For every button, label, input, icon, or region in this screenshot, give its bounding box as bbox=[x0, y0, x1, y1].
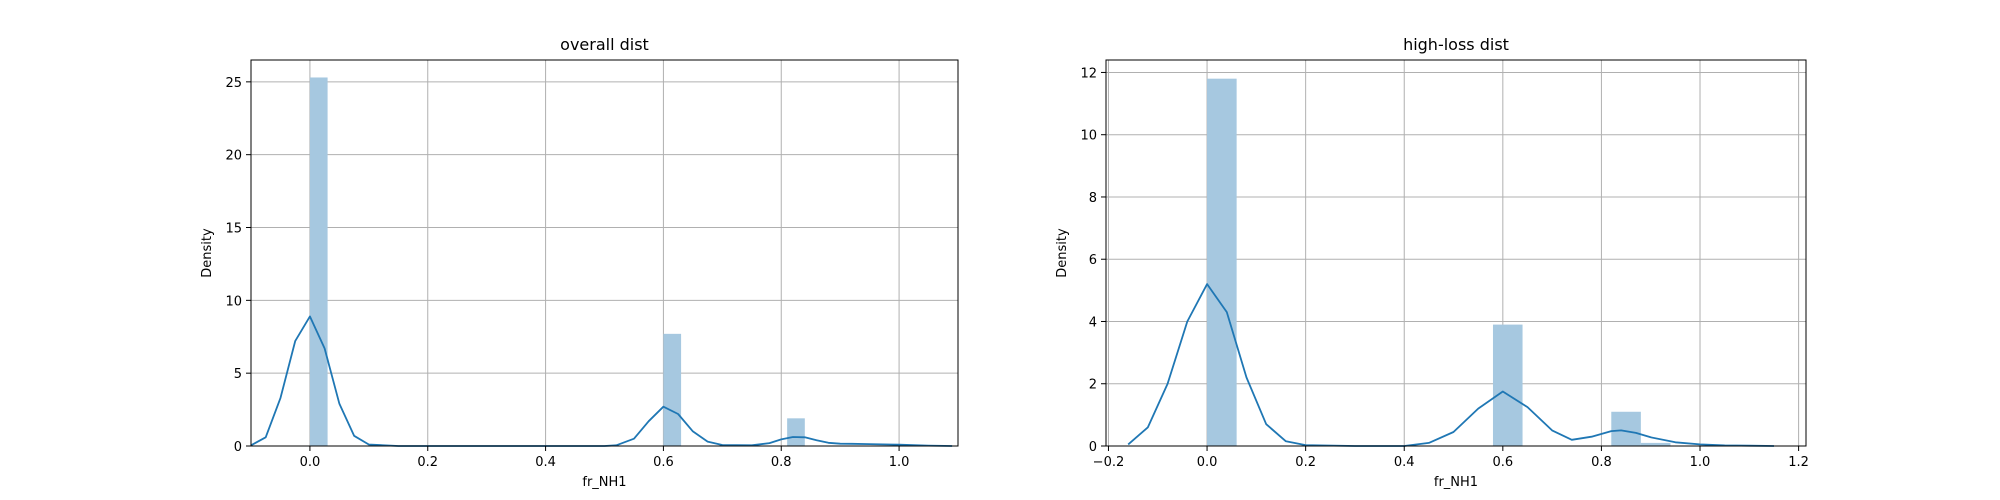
plot-frame bbox=[250, 59, 959, 447]
y-tick-label: 25 bbox=[225, 76, 242, 91]
y-tick-label: 0 bbox=[234, 440, 242, 455]
chart-title: overall dist bbox=[560, 35, 649, 54]
x-tick-label: 1.2 bbox=[1788, 455, 1809, 470]
plot-frame bbox=[1105, 59, 1807, 447]
y-axis-ticks: 0 5 10 15 20 25 bbox=[225, 76, 251, 455]
x-tick-label: 0.4 bbox=[1394, 455, 1415, 470]
kde-line bbox=[1127, 283, 1775, 447]
y-tick-label: 15 bbox=[225, 222, 242, 237]
histogram-bar bbox=[1207, 78, 1237, 446]
histogram-bar bbox=[1640, 442, 1671, 446]
x-tick-label: 0.0 bbox=[300, 455, 321, 470]
x-tick-label: 0.8 bbox=[1591, 455, 1612, 470]
histogram-bar bbox=[309, 77, 328, 446]
histogram-bar bbox=[787, 418, 805, 446]
chart-overall-dist: 0.0 0.2 0.4 0.6 0.8 1.0 0 5 10 15 20 25 overall di… bbox=[200, 35, 959, 490]
kde-curve bbox=[250, 315, 953, 447]
x-axis-ticks: −0.2 0.0 0.2 0.4 0.6 0.8 1.0 1.2 bbox=[1093, 446, 1809, 470]
histogram-bars bbox=[309, 77, 805, 446]
x-tick-label: −0.2 bbox=[1093, 455, 1125, 470]
y-tick-label: 20 bbox=[225, 149, 242, 164]
y-tick-label: 4 bbox=[1089, 315, 1097, 330]
x-tick-label: 0.4 bbox=[535, 455, 556, 470]
grid-lines bbox=[251, 60, 958, 447]
x-tick-label: 1.0 bbox=[1690, 455, 1711, 470]
y-tick-label: 10 bbox=[225, 294, 242, 309]
x-tick-label: 0.2 bbox=[417, 455, 438, 470]
y-tick-label: 0 bbox=[1089, 440, 1097, 455]
y-tick-label: 2 bbox=[1089, 378, 1097, 393]
y-axis-label: Density bbox=[1055, 228, 1070, 278]
y-tick-label: 6 bbox=[1089, 253, 1097, 268]
y-axis-label: Density bbox=[200, 228, 215, 278]
histogram-bar bbox=[663, 333, 682, 446]
histogram-bar bbox=[1611, 411, 1641, 446]
x-tick-label: 0.0 bbox=[1197, 455, 1218, 470]
y-tick-label: 10 bbox=[1080, 129, 1097, 144]
x-tick-label: 0.6 bbox=[1492, 455, 1513, 470]
histogram-bar bbox=[1492, 324, 1523, 446]
x-tick-label: 0.2 bbox=[1295, 455, 1316, 470]
x-axis-ticks: 0.0 0.2 0.4 0.6 0.8 1.0 bbox=[300, 446, 910, 470]
kde-line bbox=[250, 315, 953, 447]
kde-curve bbox=[1127, 283, 1775, 447]
x-axis-label: fr_NH1 bbox=[1434, 475, 1478, 490]
histogram-bars bbox=[1207, 78, 1671, 446]
y-tick-label: 5 bbox=[234, 367, 242, 382]
y-tick-label: 12 bbox=[1080, 66, 1097, 81]
x-axis-label: fr_NH1 bbox=[582, 475, 626, 490]
x-tick-label: 1.0 bbox=[889, 455, 910, 470]
x-tick-label: 0.8 bbox=[771, 455, 792, 470]
chart-high-loss-dist: −0.2 0.0 0.2 0.4 0.6 0.8 1.0 1.2 0 2 4 6 8 10 12 high… bbox=[1055, 35, 1809, 490]
chart-title: high-loss dist bbox=[1403, 35, 1509, 54]
x-tick-label: 0.6 bbox=[653, 455, 674, 470]
y-axis-ticks: 0 2 4 6 8 10 12 bbox=[1080, 66, 1106, 455]
y-tick-label: 8 bbox=[1089, 191, 1097, 206]
